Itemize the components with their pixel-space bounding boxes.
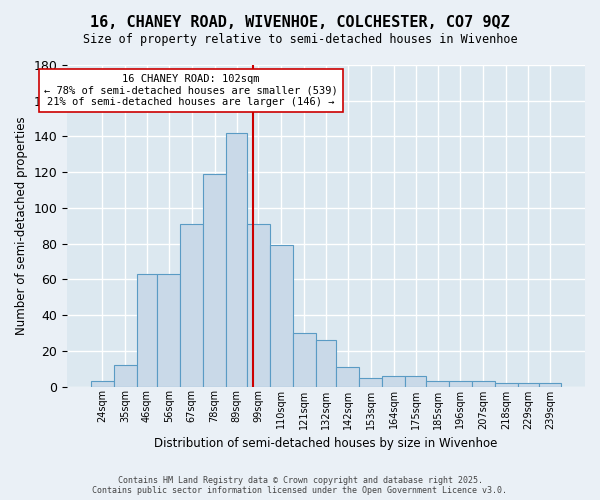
Bar <box>472 381 495 386</box>
X-axis label: Distribution of semi-detached houses by size in Wivenhoe: Distribution of semi-detached houses by … <box>154 437 498 450</box>
Y-axis label: Number of semi-detached properties: Number of semi-detached properties <box>15 116 28 335</box>
Bar <box>518 383 539 386</box>
Bar <box>337 367 359 386</box>
Bar <box>316 340 337 386</box>
Bar <box>539 383 562 386</box>
Bar <box>270 246 293 386</box>
Bar <box>137 274 157 386</box>
Bar <box>113 365 137 386</box>
Text: 16 CHANEY ROAD: 102sqm
← 78% of semi-detached houses are smaller (539)
21% of se: 16 CHANEY ROAD: 102sqm ← 78% of semi-det… <box>44 74 338 107</box>
Bar <box>180 224 203 386</box>
Bar <box>426 381 449 386</box>
Bar <box>293 333 316 386</box>
Text: Contains HM Land Registry data © Crown copyright and database right 2025.
Contai: Contains HM Land Registry data © Crown c… <box>92 476 508 495</box>
Bar <box>405 376 426 386</box>
Bar <box>226 133 247 386</box>
Bar <box>382 376 405 386</box>
Bar <box>247 224 270 386</box>
Bar <box>495 383 518 386</box>
Bar <box>203 174 226 386</box>
Text: 16, CHANEY ROAD, WIVENHOE, COLCHESTER, CO7 9QZ: 16, CHANEY ROAD, WIVENHOE, COLCHESTER, C… <box>90 15 510 30</box>
Bar <box>449 381 472 386</box>
Text: Size of property relative to semi-detached houses in Wivenhoe: Size of property relative to semi-detach… <box>83 32 517 46</box>
Bar <box>91 381 113 386</box>
Bar <box>157 274 180 386</box>
Bar <box>359 378 382 386</box>
